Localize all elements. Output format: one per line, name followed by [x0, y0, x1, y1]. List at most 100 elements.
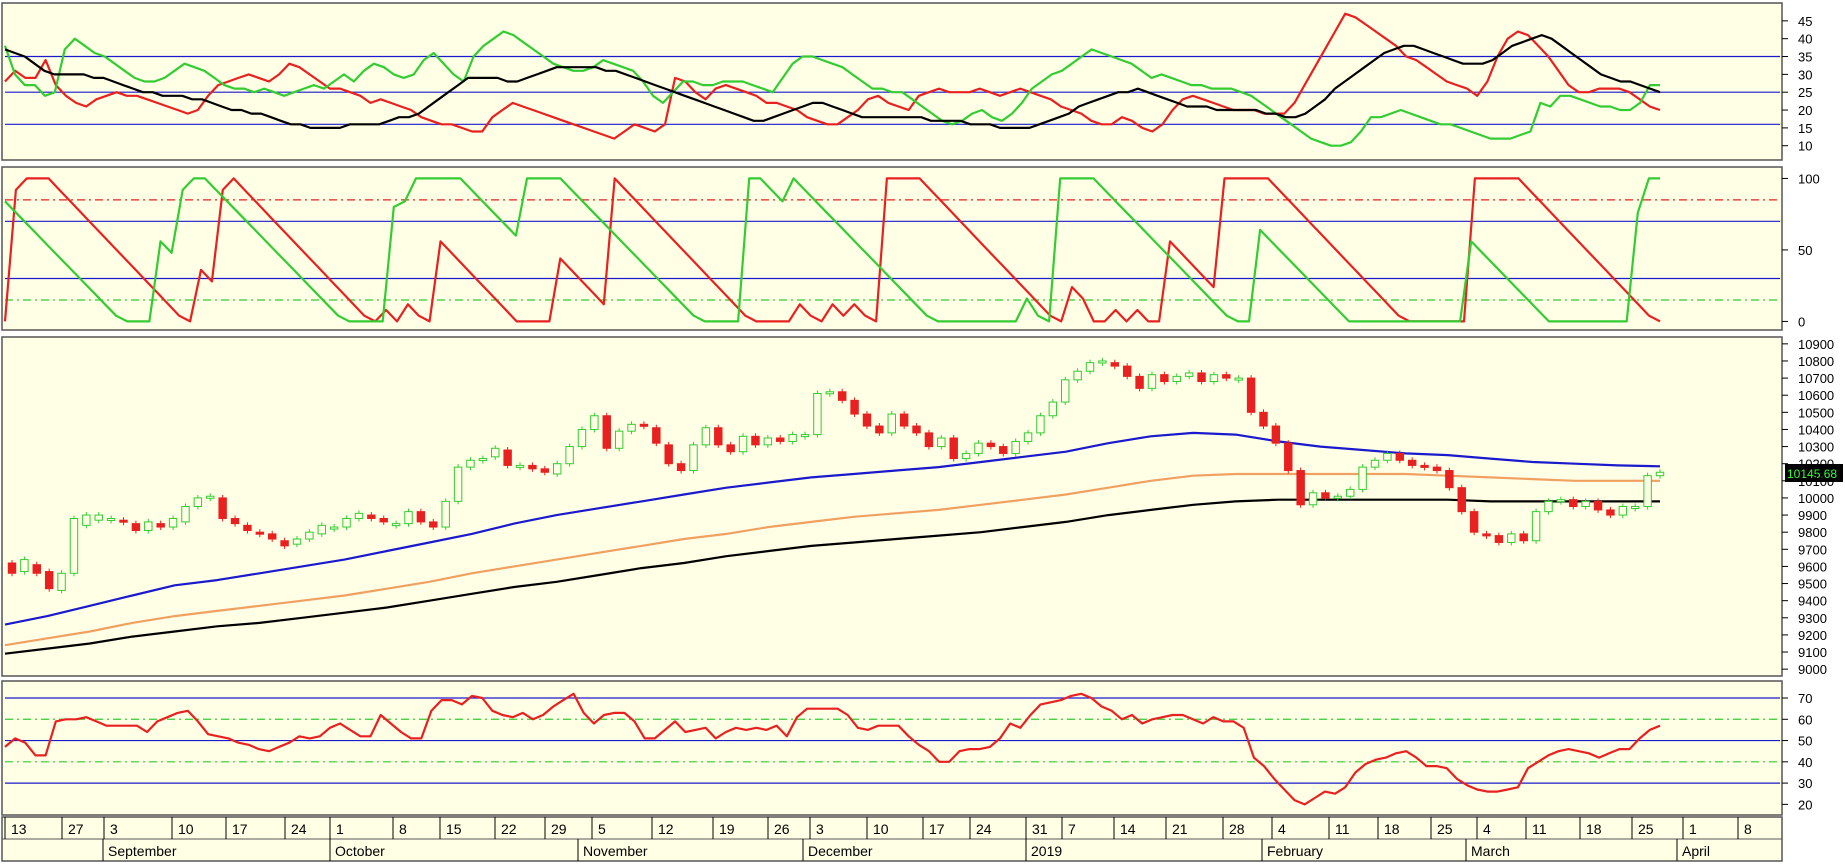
- day-tick-label: 28: [1229, 821, 1245, 837]
- candle-up: [1643, 475, 1652, 508]
- day-tick-label: 18: [1586, 821, 1602, 837]
- candle-down: [1569, 499, 1578, 508]
- day-tick-label: 26: [774, 821, 790, 837]
- candle-up: [813, 393, 822, 436]
- indicator-directional-movement-black-line: [4, 33, 1661, 130]
- day-tick-label: 17: [232, 821, 248, 837]
- candle-up: [69, 517, 79, 574]
- candle-up: [1061, 379, 1070, 403]
- candle-down: [528, 464, 537, 470]
- candle-down: [156, 523, 165, 528]
- candle-down: [44, 571, 54, 590]
- candle-up: [1073, 370, 1082, 381]
- day-tick-label: 1: [336, 821, 344, 837]
- candle-up: [441, 500, 450, 528]
- candle-down: [32, 564, 41, 574]
- day-tick-label: 4: [1483, 821, 1491, 837]
- candle-down: [230, 517, 240, 525]
- candle-up: [292, 538, 302, 545]
- candle-down: [714, 427, 723, 446]
- day-tick-label: 10: [873, 821, 889, 837]
- day-tick-label: 13: [11, 821, 27, 837]
- candle-down: [1519, 533, 1528, 542]
- candle-up: [453, 466, 463, 502]
- y-tick-label: 9900: [1798, 508, 1827, 523]
- candle-up: [1631, 506, 1640, 509]
- candle-down: [1296, 470, 1305, 506]
- day-tick-label: 31: [1032, 821, 1048, 837]
- last-price-tag: [1785, 463, 1843, 482]
- day-tick-label: 17: [929, 821, 945, 837]
- day-tick-label: 27: [68, 821, 84, 837]
- y-tick-label: 70: [1798, 691, 1812, 706]
- y-tick-label: 10300: [1798, 440, 1834, 455]
- candle-up: [738, 435, 748, 453]
- candle-up: [106, 517, 116, 521]
- panel-3-background: [1, 680, 1783, 816]
- candle-up: [937, 437, 946, 448]
- candle-down: [924, 432, 934, 448]
- day-tick-label: 4: [1278, 821, 1286, 837]
- candle-up: [1370, 459, 1380, 468]
- candle-down: [1197, 372, 1206, 383]
- candle-up: [1172, 375, 1181, 383]
- candle-down: [676, 463, 686, 472]
- candle-down: [949, 437, 958, 460]
- candle-down: [1259, 411, 1268, 427]
- y-tick-label: 10900: [1798, 337, 1834, 352]
- candle-down: [1321, 492, 1330, 499]
- month-label: September: [108, 843, 177, 859]
- candle-down: [639, 423, 649, 427]
- candle-down: [429, 521, 438, 528]
- y-tick-label: 100: [1798, 171, 1820, 186]
- candle-down: [986, 442, 996, 448]
- candle-down: [899, 413, 909, 427]
- day-tick-label: 15: [446, 821, 462, 837]
- y-tick-label: 30: [1798, 776, 1812, 791]
- candle-up: [342, 517, 351, 528]
- candle-up: [515, 464, 525, 468]
- y-tick-label: 40: [1798, 755, 1812, 770]
- candle-up: [961, 452, 971, 460]
- y-tick-label: 10700: [1798, 371, 1834, 386]
- candle-up: [391, 523, 401, 527]
- candle-up: [1358, 466, 1367, 490]
- day-tick-label: 11: [1335, 821, 1350, 837]
- last-price-label: 10145.68: [1787, 467, 1837, 481]
- candle-down: [850, 399, 859, 415]
- candle-up: [1011, 440, 1020, 454]
- day-tick-label: 3: [816, 821, 824, 837]
- y-tick-label: 45: [1798, 14, 1812, 29]
- candle-up: [1618, 506, 1628, 516]
- candle-up: [491, 447, 500, 458]
- y-tick-label: 0: [1798, 314, 1805, 329]
- candle-down: [1445, 470, 1454, 489]
- candle-down: [243, 524, 252, 531]
- candle-down: [912, 425, 921, 434]
- day-tick-label: 11: [1532, 821, 1547, 837]
- month-label: 2019: [1031, 843, 1062, 859]
- candle-up: [317, 524, 326, 535]
- y-tick-label: 9500: [1798, 577, 1827, 592]
- candle-down: [1271, 425, 1281, 444]
- panel-2-background: [1, 336, 1783, 677]
- candle-up: [1531, 511, 1541, 542]
- moving-average-ma_blue-line: [4, 431, 1661, 626]
- y-tick-label: 9200: [1798, 628, 1827, 643]
- y-tick-label: 10000: [1798, 491, 1834, 506]
- candle-down: [726, 444, 735, 453]
- candle-up: [20, 559, 29, 573]
- candle-down: [1482, 533, 1491, 537]
- y-tick-label: 20: [1798, 103, 1812, 118]
- candle-down: [119, 519, 128, 523]
- candle-down: [862, 413, 872, 427]
- candle-down: [1606, 509, 1615, 516]
- candle-down: [1122, 365, 1132, 377]
- candle-down: [1284, 442, 1293, 472]
- y-tick-label: 25: [1798, 85, 1812, 100]
- month-label: October: [335, 843, 385, 859]
- candle-down: [999, 446, 1008, 454]
- y-tick-label: 10200: [1798, 457, 1834, 472]
- candle-down: [837, 391, 847, 401]
